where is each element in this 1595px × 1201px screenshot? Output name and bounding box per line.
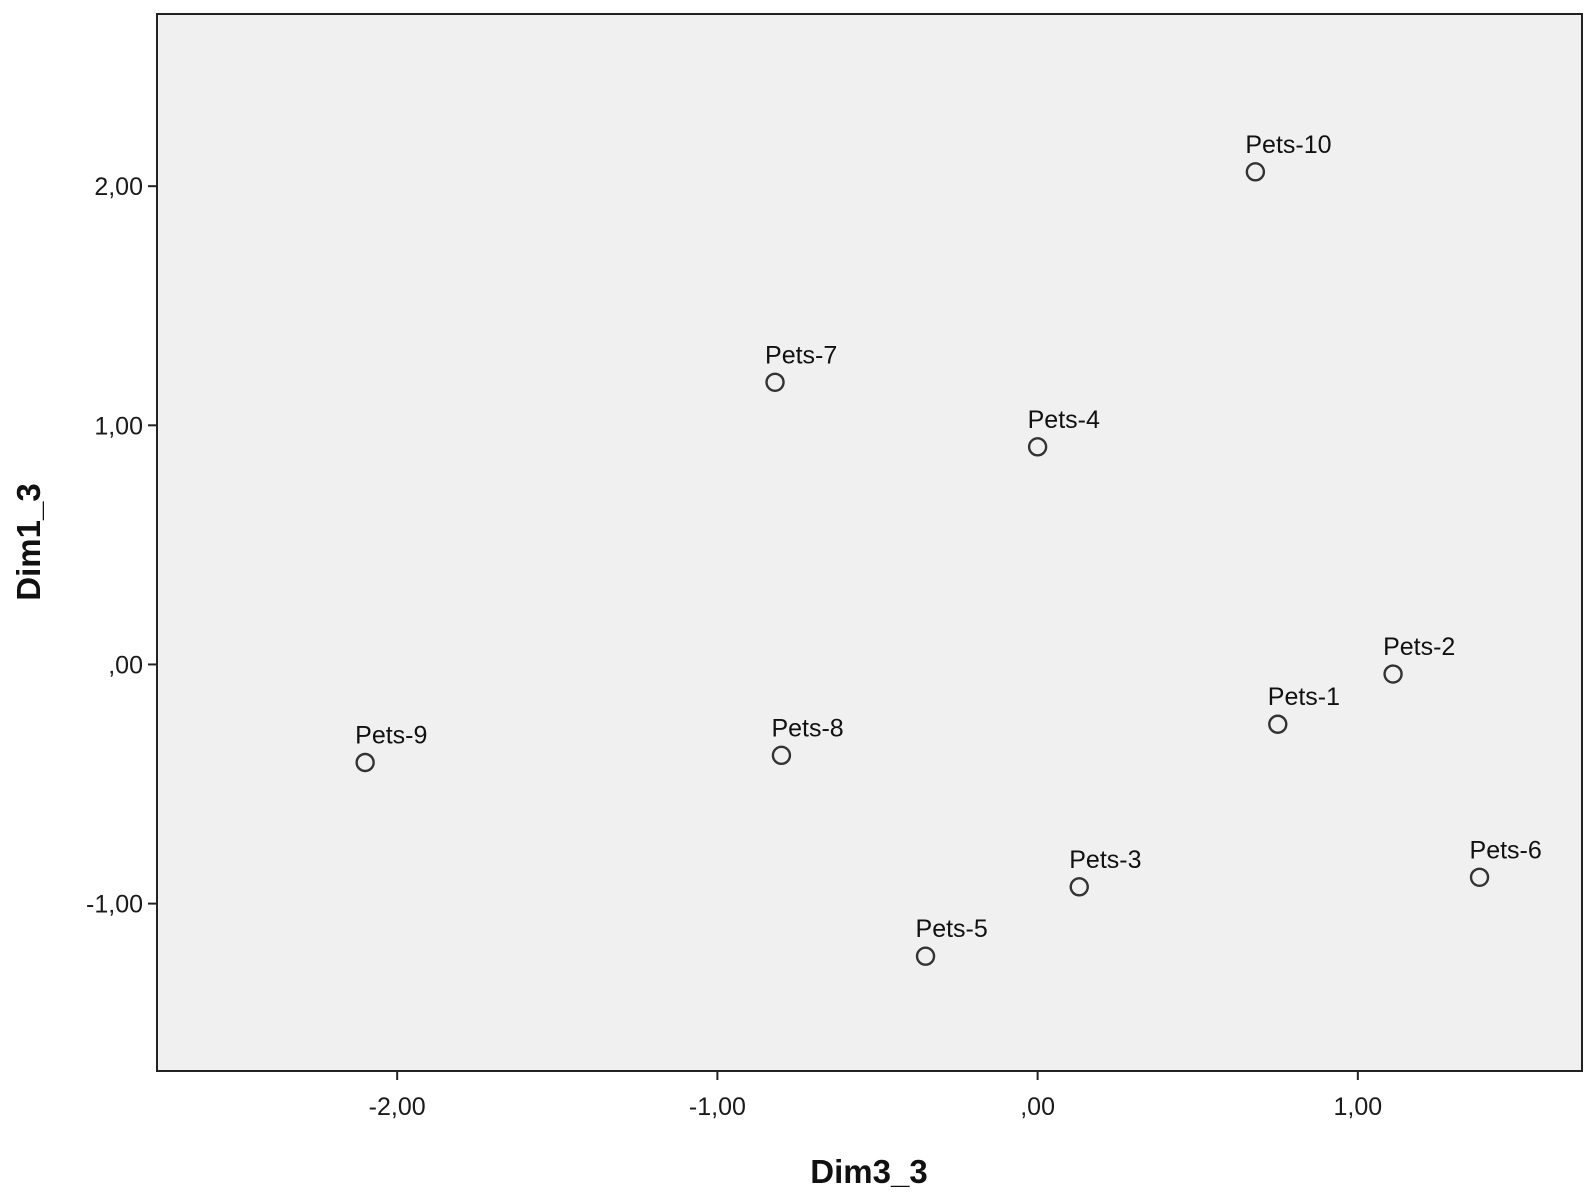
data-point: Pets-5 bbox=[915, 915, 988, 966]
data-point: Pets-3 bbox=[1069, 846, 1142, 897]
data-point: Pets-6 bbox=[1469, 836, 1542, 887]
point-label: Pets-3 bbox=[1069, 846, 1141, 874]
y-tick-label: ,00 bbox=[108, 651, 143, 679]
point-marker bbox=[1268, 714, 1288, 734]
y-tick-label: 2,00 bbox=[94, 173, 143, 201]
y-axis-ticks: 2,00 1,00 ,00 -1,00 bbox=[86, 173, 157, 919]
point-label: Pets-2 bbox=[1383, 633, 1455, 661]
point-label: Pets-8 bbox=[771, 714, 843, 742]
data-point: Pets-8 bbox=[771, 714, 844, 766]
y-axis-title: Dim1_3 bbox=[10, 483, 47, 600]
data-point: Pets-2 bbox=[1383, 633, 1455, 684]
data-point: Pets-9 bbox=[355, 722, 427, 773]
point-label: Pets-5 bbox=[916, 915, 988, 943]
data-points: Pets-1 Pets-2 Pets-3 Pets-4 Pets-5 Pets-6 Pets… bbox=[355, 131, 1542, 966]
point-marker bbox=[1069, 877, 1089, 897]
data-point: Pets-4 bbox=[1027, 406, 1100, 457]
point-label: Pets-1 bbox=[1268, 683, 1340, 711]
point-marker bbox=[1027, 437, 1048, 457]
y-tick-label: -1,00 bbox=[86, 891, 143, 919]
data-point: Pets-7 bbox=[765, 341, 837, 392]
point-label: Pets-9 bbox=[355, 722, 427, 750]
data-point: Pets-1 bbox=[1268, 683, 1340, 734]
data-point: Pets-10 bbox=[1245, 131, 1332, 182]
x-axis-title: Dim3_3 bbox=[810, 1153, 927, 1190]
x-tick-label: ,00 bbox=[1020, 1093, 1055, 1121]
x-tick-label: 1,00 bbox=[1334, 1093, 1383, 1121]
point-marker bbox=[1245, 162, 1266, 182]
point-label: Pets-4 bbox=[1028, 406, 1100, 434]
point-marker bbox=[1469, 867, 1490, 887]
point-label: Pets-7 bbox=[765, 341, 837, 369]
x-axis-ticks: -2,00 -1,00 ,00 1,00 bbox=[369, 1071, 1383, 1121]
point-marker bbox=[771, 745, 792, 766]
plot-area bbox=[156, 13, 1583, 1072]
y-tick-label: 1,00 bbox=[94, 412, 143, 440]
point-marker bbox=[915, 946, 936, 966]
point-label: Pets-6 bbox=[1470, 836, 1542, 864]
x-tick-label: -2,00 bbox=[369, 1093, 426, 1121]
point-label: Pets-10 bbox=[1245, 131, 1331, 159]
point-marker bbox=[1383, 664, 1403, 684]
point-marker bbox=[765, 372, 785, 392]
point-marker bbox=[355, 752, 375, 773]
x-tick-label: -1,00 bbox=[689, 1093, 746, 1121]
